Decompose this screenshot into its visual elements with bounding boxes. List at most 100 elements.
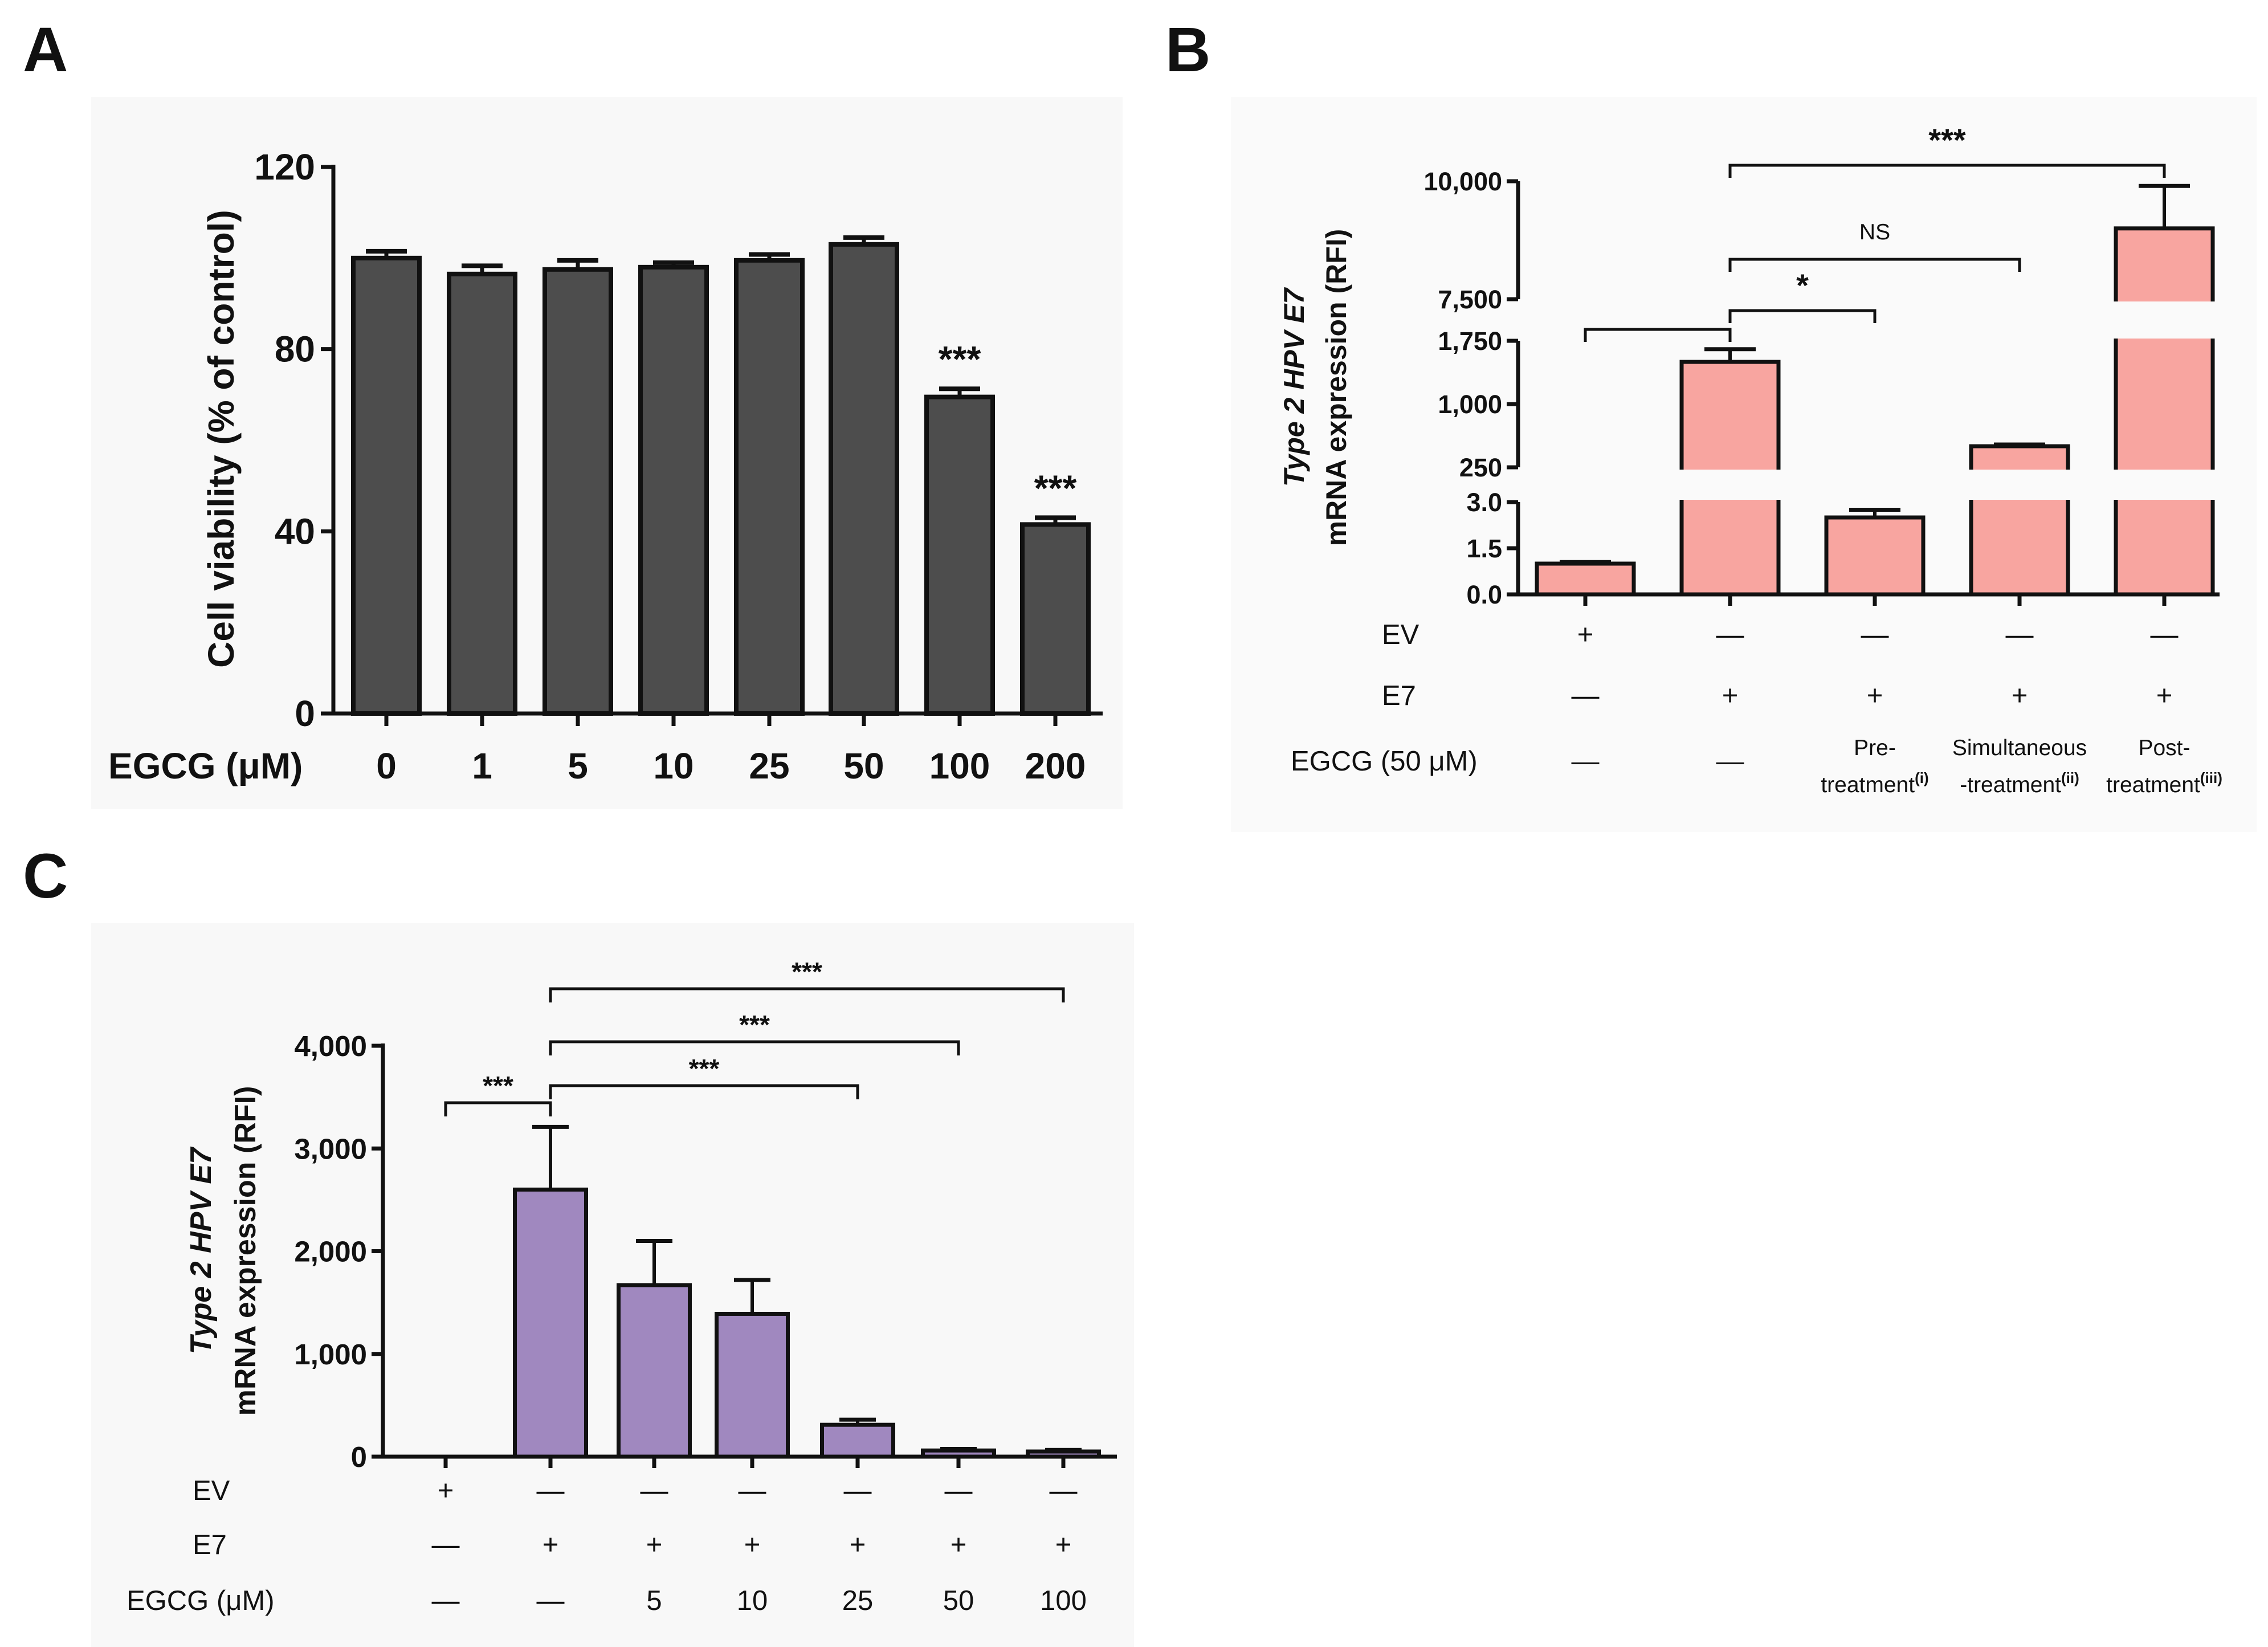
c-comparison-bracket (444, 1101, 552, 1116)
c-condition-symbol: — (739, 1475, 766, 1506)
c-y-axis-title-gene: Type 2 HPV E7 (185, 1147, 218, 1354)
panel-label-b: B (1165, 15, 1210, 85)
b-y-tick-label: 250 (1459, 453, 1502, 482)
a-bar (734, 258, 805, 716)
b-comparison-bracket (1728, 309, 1877, 323)
b-condition-symbol: + (2012, 680, 2028, 711)
a-significance-label: *** (939, 339, 981, 380)
b-condition-symbol: — (1572, 746, 1600, 777)
b-treatment-label-top: Post- (2138, 736, 2190, 760)
c-condition-symbol: — (844, 1475, 872, 1506)
b-condition-symbol: — (1716, 619, 1744, 650)
panel-label-a: A (23, 15, 68, 85)
a-bar (351, 255, 422, 716)
a-x-tick-label: 1 (472, 745, 492, 786)
c-comparison-bracket (549, 1084, 859, 1099)
b-bar (1824, 515, 1926, 597)
b-condition-label: EV (1382, 619, 1419, 650)
b-condition-label: EGCG (50 μM) (1291, 746, 1478, 777)
c-condition-symbol: — (945, 1475, 973, 1506)
b-condition-symbol: — (1572, 680, 1600, 711)
c-y-tick-label: 3,000 (294, 1132, 367, 1165)
b-comparison-bracket (1728, 258, 2021, 272)
b-condition-symbol: + (1577, 619, 1594, 650)
b-condition-symbol: + (2156, 680, 2173, 711)
c-condition-label: EGCG (μM) (127, 1585, 275, 1616)
c-condition-symbol: 100 (1040, 1585, 1087, 1616)
b-y-tick-label: 1,000 (1438, 390, 1502, 419)
c-condition-symbol: 50 (943, 1585, 974, 1616)
b-condition-symbol: — (1861, 619, 1889, 650)
b-condition-label: E7 (1382, 680, 1416, 711)
c-condition-symbol: — (432, 1585, 460, 1616)
c-condition-symbol: 5 (646, 1585, 662, 1616)
a-y-tick-label: 120 (254, 146, 315, 187)
c-condition-symbol: + (542, 1530, 559, 1560)
c-y-axis-title: mRNA expression (RFI) (229, 1086, 262, 1416)
a-x-tick-label: 10 (653, 745, 694, 786)
a-x-tick-label: 5 (568, 745, 588, 786)
b-treatment-label-top: Simultaneous (1952, 736, 2087, 760)
a-y-tick-label: 0 (295, 693, 315, 734)
b-comparison-label: * (1796, 267, 1809, 303)
b-y-tick-label: 7,500 (1438, 285, 1502, 314)
chart-b-treatment-timing: 0.0 1.5 3.0 250 1,000 1,750 7,500 10,000 Type 2 … (1278, 122, 2222, 797)
c-condition-label: EV (193, 1475, 230, 1506)
c-y-tick-label: 0 (351, 1441, 367, 1473)
b-bar (1535, 561, 1636, 597)
b-condition-symbol: — (1716, 746, 1744, 777)
a-x-tick-label: 200 (1025, 745, 1086, 786)
b-bar (2114, 226, 2215, 597)
c-condition-symbol: — (537, 1475, 565, 1506)
c-comparison-bracket (549, 987, 1065, 1002)
a-x-tick-label: 100 (929, 745, 990, 786)
c-condition-symbol: — (641, 1475, 668, 1506)
a-bar (542, 267, 613, 716)
c-comparison-label: *** (483, 1071, 513, 1100)
b-treatment-label-bottom: treatment(iii) (2106, 769, 2222, 797)
c-condition-symbol: + (951, 1530, 967, 1560)
c-condition-symbol: — (537, 1585, 565, 1616)
b-comparison-label: *** (1928, 122, 1966, 158)
b-y-tick-label: 1.5 (1466, 534, 1502, 563)
a-bar (638, 264, 709, 716)
c-comparison-label: *** (739, 1010, 770, 1039)
b-y-tick-label: 0.0 (1466, 580, 1502, 609)
b-y-tick-label: 3.0 (1466, 488, 1502, 517)
a-x-tick-label: 50 (843, 745, 884, 786)
a-bar (924, 394, 995, 716)
b-comparison-bracket (1728, 164, 2166, 178)
b-treatment-label-bottom: treatment(i) (1821, 769, 1928, 797)
c-y-tick-label: 2,000 (294, 1236, 367, 1268)
b-axis-break-gap (2111, 301, 2217, 339)
b-comparison-label: NS (1859, 220, 1890, 244)
a-y-tick-label: 80 (275, 329, 315, 370)
c-comparison-label: *** (689, 1054, 720, 1083)
c-bar (617, 1283, 692, 1459)
chart-c-dose-response: 0 1,000 2,000 3,000 4,000 Type 2 HPV E7 mRNA e… (127, 957, 1117, 1616)
a-bar (1020, 522, 1091, 716)
b-treatment-label-bottom: -treatment(ii) (1960, 769, 2079, 797)
c-condition-symbol: — (432, 1530, 460, 1560)
a-x-tick-label: 25 (749, 745, 789, 786)
c-condition-symbol: 10 (737, 1585, 768, 1616)
c-bar (820, 1422, 895, 1459)
a-x-tick-label: 0 (376, 745, 397, 786)
c-condition-symbol: 25 (842, 1585, 874, 1616)
b-y-axis-title-gene: Type 2 HPV E7 (1278, 287, 1310, 487)
c-bar (1026, 1449, 1101, 1459)
b-condition-symbol: — (2006, 619, 2034, 650)
c-bar (921, 1448, 996, 1459)
b-condition-symbol: + (1867, 680, 1883, 711)
c-condition-label: E7 (193, 1530, 227, 1560)
c-y-tick-label: 1,000 (294, 1338, 367, 1371)
b-axis-break-gap (1967, 470, 2073, 500)
a-bar (447, 271, 517, 716)
b-axis-break-gap (1677, 470, 1783, 500)
b-condition-symbol: + (1722, 680, 1739, 711)
a-bar (829, 242, 899, 716)
c-condition-symbol: + (744, 1530, 761, 1560)
b-condition-symbol: — (2151, 619, 2179, 650)
b-y-tick-label: 10,000 (1423, 167, 1502, 196)
